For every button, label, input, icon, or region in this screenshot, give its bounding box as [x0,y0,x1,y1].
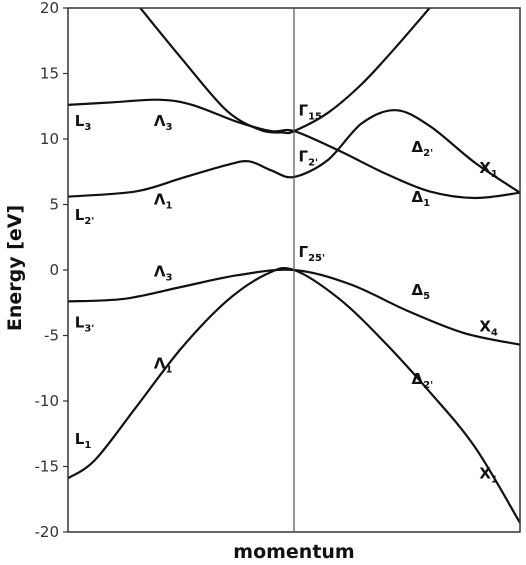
band-label: Λ3 [154,112,173,133]
band-label-subscript: 3 [165,273,172,284]
y-tick-label: -10 [35,392,60,410]
band-label-subscript: 3' [84,324,94,335]
band-curve-4 [67,98,521,200]
band-label: L3' [75,314,95,335]
band-label-subscript: 2' [423,148,433,159]
band-label-symbol: Γ [299,147,309,165]
band-label: Λ1 [154,191,173,212]
y-tick-label: 20 [40,0,59,17]
band-curves [67,7,521,524]
band-label: X1 [479,159,498,180]
band-label-symbol: L [75,314,85,332]
band-label-symbol: X [479,464,491,482]
y-tick-label: -15 [35,458,60,476]
band-label-symbol: L [75,206,85,224]
y-tick-label: 5 [49,196,59,214]
y-tick-label: -20 [35,523,60,541]
band-label-subscript: 1 [165,364,172,375]
band-label-subscript: 1 [491,474,498,485]
band-label-symbol: Λ [154,354,166,372]
band-label: L2' [75,206,95,227]
band-label-subscript: 2' [308,157,318,168]
band-label-symbol: Λ [154,191,166,209]
y-tick-label: -5 [44,327,59,345]
band-label: L3 [75,112,92,133]
band-label: L1 [75,430,92,451]
band-label-subscript: 4 [491,328,498,339]
band-label-subscript: 3 [84,122,91,133]
band-curve-1 [67,266,521,524]
band-label-subscript: 2' [423,380,433,391]
band-label: Δ1 [412,188,431,209]
y-tick-label: 0 [49,261,59,279]
band-label-subscript: 1 [423,198,430,209]
band-label: Δ2' [412,370,434,391]
band-label-subscript: 25' [308,253,325,264]
band-label-symbol: L [75,112,85,130]
band-label-symbol: Δ [412,281,424,299]
band-label-symbol: Δ [412,138,424,156]
band-label-symbol: Γ [299,101,309,119]
y-tick-label: 15 [40,65,59,83]
band-label: Δ2' [412,138,434,159]
band-label-symbol: X [479,318,491,336]
band-label-subscript: 1 [491,169,498,180]
band-label-symbol: Δ [412,188,424,206]
band-label: Λ3 [154,263,173,284]
band-label: X4 [479,318,498,339]
band-label-subscript: 1 [84,440,91,451]
band-label-subscript: 3 [165,122,172,133]
band-label: Γ25' [299,243,326,264]
y-tick-label: 10 [40,130,59,148]
band-label: X1 [479,464,498,485]
band-label: Δ5 [412,281,431,302]
band-label: Λ1 [154,354,173,375]
band-curve-5 [139,7,431,135]
x-axis-label: momentum [233,541,354,563]
band-label-symbol: Γ [299,243,309,261]
band-label-symbol: X [479,159,491,177]
band-label-symbol: Λ [154,263,166,281]
y-axis-ticks: 20 15 10 5 0 -5 -10 -15 -20 [35,0,68,541]
band-label-symbol: Δ [412,370,424,388]
band-label-symbol: L [75,430,85,448]
band-label-subscript: 1 [165,201,172,212]
band-label-subscript: 15 [308,111,322,122]
band-label: Γ2' [299,147,319,168]
y-axis-label: Energy [eV] [4,205,26,331]
band-label-symbol: Λ [154,112,166,130]
band-label-subscript: 2' [84,216,94,227]
band-label-subscript: 5 [423,291,430,302]
band-label: Γ15 [299,101,323,122]
